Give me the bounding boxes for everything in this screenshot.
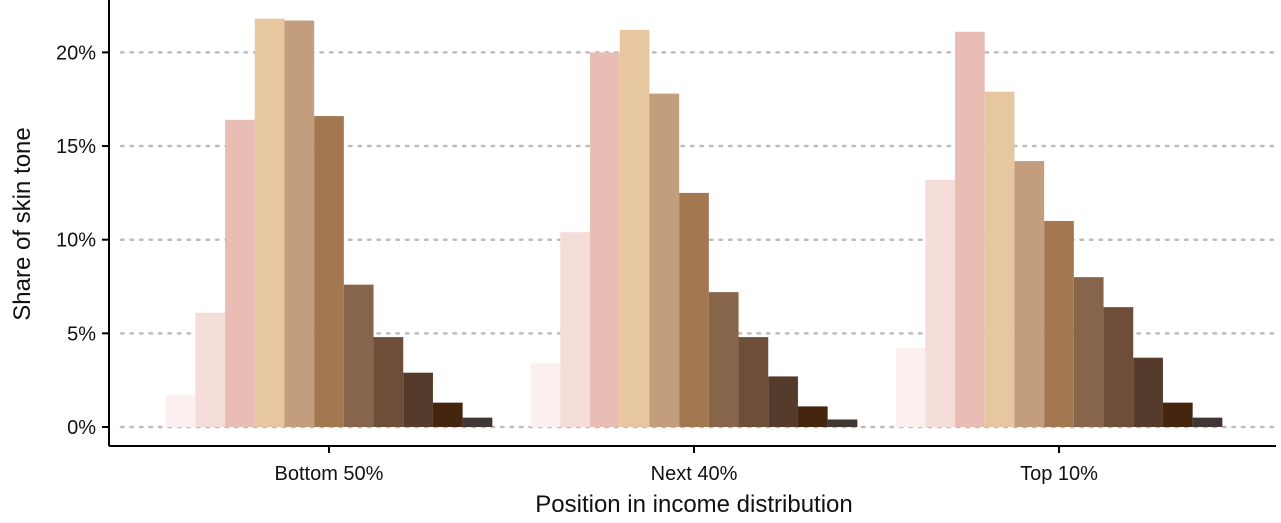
bar bbox=[560, 232, 591, 427]
y-tick-label: 20% bbox=[56, 42, 96, 64]
bar bbox=[530, 363, 561, 427]
bar bbox=[432, 402, 463, 427]
bar bbox=[738, 337, 769, 427]
bar bbox=[373, 337, 404, 427]
bar bbox=[1103, 307, 1134, 427]
x-tick-label: Next 40% bbox=[651, 463, 738, 485]
bar bbox=[955, 31, 985, 428]
bar bbox=[1133, 357, 1163, 427]
bar bbox=[925, 179, 956, 427]
axes bbox=[108, 0, 1276, 447]
bar bbox=[254, 18, 285, 427]
bar bbox=[679, 192, 709, 427]
x-axis-title: Position in income distribution bbox=[535, 491, 853, 518]
bar bbox=[284, 20, 315, 428]
bar bbox=[708, 292, 739, 427]
bar bbox=[1162, 402, 1193, 427]
bar bbox=[1192, 417, 1223, 427]
bar bbox=[225, 119, 255, 427]
bar bbox=[195, 312, 226, 427]
bars bbox=[165, 18, 1223, 428]
bar bbox=[462, 417, 493, 427]
bar bbox=[403, 372, 433, 427]
bar bbox=[1014, 161, 1045, 427]
bar bbox=[649, 93, 680, 427]
bar bbox=[1073, 277, 1104, 427]
y-tick-label: 5% bbox=[67, 323, 96, 345]
bar bbox=[314, 116, 344, 427]
x-tick-label: Bottom 50% bbox=[275, 463, 384, 485]
bar bbox=[768, 376, 798, 427]
y-tick-label: 0% bbox=[67, 417, 96, 439]
bar bbox=[590, 52, 620, 428]
x-tick-label: Top 10% bbox=[1020, 463, 1098, 485]
bar bbox=[1044, 220, 1074, 427]
bar bbox=[984, 91, 1015, 427]
bar bbox=[797, 406, 828, 427]
bar bbox=[895, 348, 926, 427]
y-axis-title: Share of skin tone bbox=[9, 127, 36, 320]
x-ticks: Bottom 50% Next 40% Top 10% bbox=[275, 446, 1098, 485]
y-tick-label: 15% bbox=[56, 136, 96, 158]
bar bbox=[165, 395, 196, 427]
bar bbox=[619, 29, 650, 427]
bar bbox=[343, 284, 374, 427]
y-ticks: 0% 5% 10% 15% 20% bbox=[56, 42, 109, 439]
bar bbox=[827, 419, 858, 427]
y-tick-label: 10% bbox=[56, 230, 96, 252]
